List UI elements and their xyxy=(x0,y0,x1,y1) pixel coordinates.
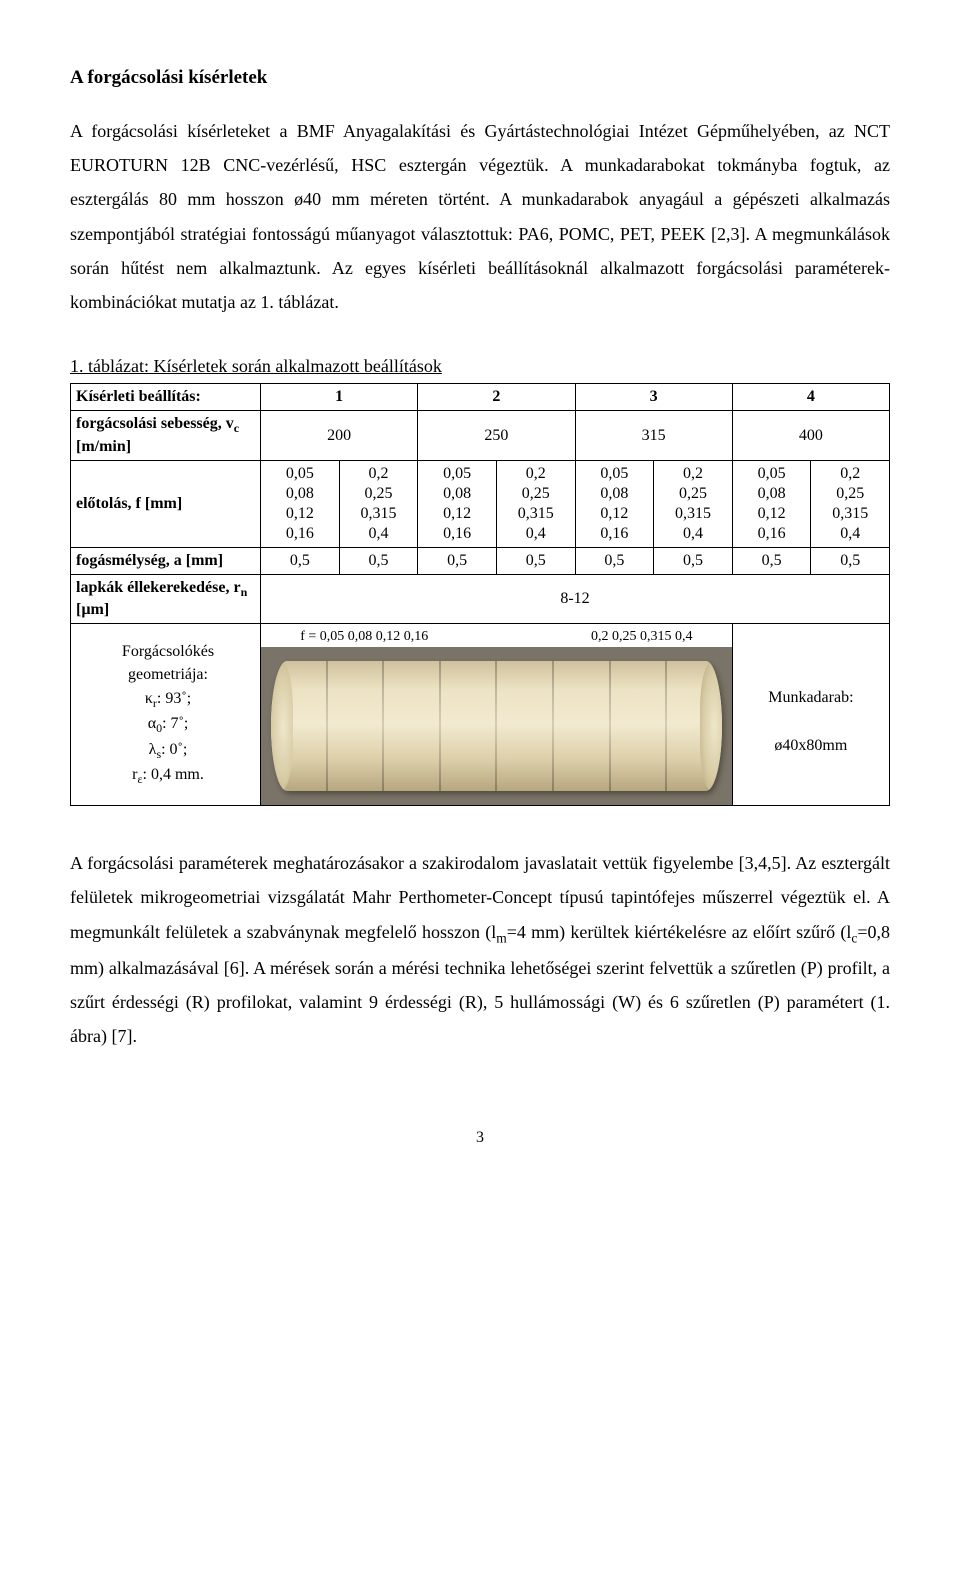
workpiece-photo xyxy=(261,647,732,805)
row-setting: Kísérleti beállítás: 1 2 3 4 xyxy=(71,384,890,411)
setting-label: Kísérleti beállítás: xyxy=(71,384,261,411)
f-value-labels: f = 0,05 0,08 0,12 0,16 0,2 0,25 0,315 0… xyxy=(261,624,732,648)
row-radius: lapkák éllekerekedése, rn [µm] 8-12 xyxy=(71,574,890,623)
row-geometry: Forgácsolókés geometriája: κr: 93˚; α0: … xyxy=(71,623,890,806)
row-speed: forgácsolási sebesség, vc [m/min] 200 25… xyxy=(71,411,890,460)
speed-4: 400 xyxy=(732,411,889,460)
feed-4b: 0,20,250,3150,4 xyxy=(811,460,890,547)
feed-1a: 0,050,080,120,16 xyxy=(261,460,340,547)
feed-3b: 0,20,250,3150,4 xyxy=(654,460,733,547)
row-depth: fogásmélység, a [mm] 0,5 0,5 0,5 0,5 0,5… xyxy=(71,547,890,574)
feed-4a: 0,050,080,120,16 xyxy=(732,460,811,547)
table-caption: 1. táblázat: Kísérletek során alkalmazot… xyxy=(70,349,890,383)
tool-geometry: Forgácsolókés geometriája: κr: 93˚; α0: … xyxy=(71,623,261,806)
experiment-table: Kísérleti beállítás: 1 2 3 4 forgácsolás… xyxy=(70,383,890,806)
depth-1b: 0,5 xyxy=(339,547,418,574)
speed-2: 250 xyxy=(418,411,575,460)
feed-2a: 0,050,080,120,16 xyxy=(418,460,497,547)
depth-4a: 0,5 xyxy=(732,547,811,574)
paragraph-1: A forgácsolási kísérleteket a BMF Anyaga… xyxy=(70,114,890,319)
setting-3: 3 xyxy=(575,384,732,411)
radius-val: 8-12 xyxy=(261,574,890,623)
speed-label: forgácsolási sebesség, vc [m/min] xyxy=(71,411,261,460)
depth-4b: 0,5 xyxy=(811,547,890,574)
workpiece-photo-cell: f = 0,05 0,08 0,12 0,16 0,2 0,25 0,315 0… xyxy=(261,623,733,806)
setting-4: 4 xyxy=(732,384,889,411)
depth-2a: 0,5 xyxy=(418,547,497,574)
workpiece-info: Munkadarab: ø40x80mm xyxy=(732,623,889,806)
speed-3: 315 xyxy=(575,411,732,460)
row-feed: előtolás, f [mm] 0,050,080,120,16 0,20,2… xyxy=(71,460,890,547)
feed-label: előtolás, f [mm] xyxy=(71,460,261,547)
section-title: A forgácsolási kísérletek xyxy=(70,60,890,96)
setting-1: 1 xyxy=(261,384,418,411)
paragraph-2: A forgácsolási paraméterek meghatározása… xyxy=(70,846,890,1053)
depth-2b: 0,5 xyxy=(496,547,575,574)
speed-1: 200 xyxy=(261,411,418,460)
feed-2b: 0,20,250,3150,4 xyxy=(496,460,575,547)
page-number: 3 xyxy=(70,1123,890,1153)
depth-3a: 0,5 xyxy=(575,547,654,574)
setting-2: 2 xyxy=(418,384,575,411)
feed-3a: 0,050,080,120,16 xyxy=(575,460,654,547)
radius-label: lapkák éllekerekedése, rn [µm] xyxy=(71,574,261,623)
depth-3b: 0,5 xyxy=(654,547,733,574)
feed-1b: 0,20,250,3150,4 xyxy=(339,460,418,547)
depth-label: fogásmélység, a [mm] xyxy=(71,547,261,574)
depth-1a: 0,5 xyxy=(261,547,340,574)
